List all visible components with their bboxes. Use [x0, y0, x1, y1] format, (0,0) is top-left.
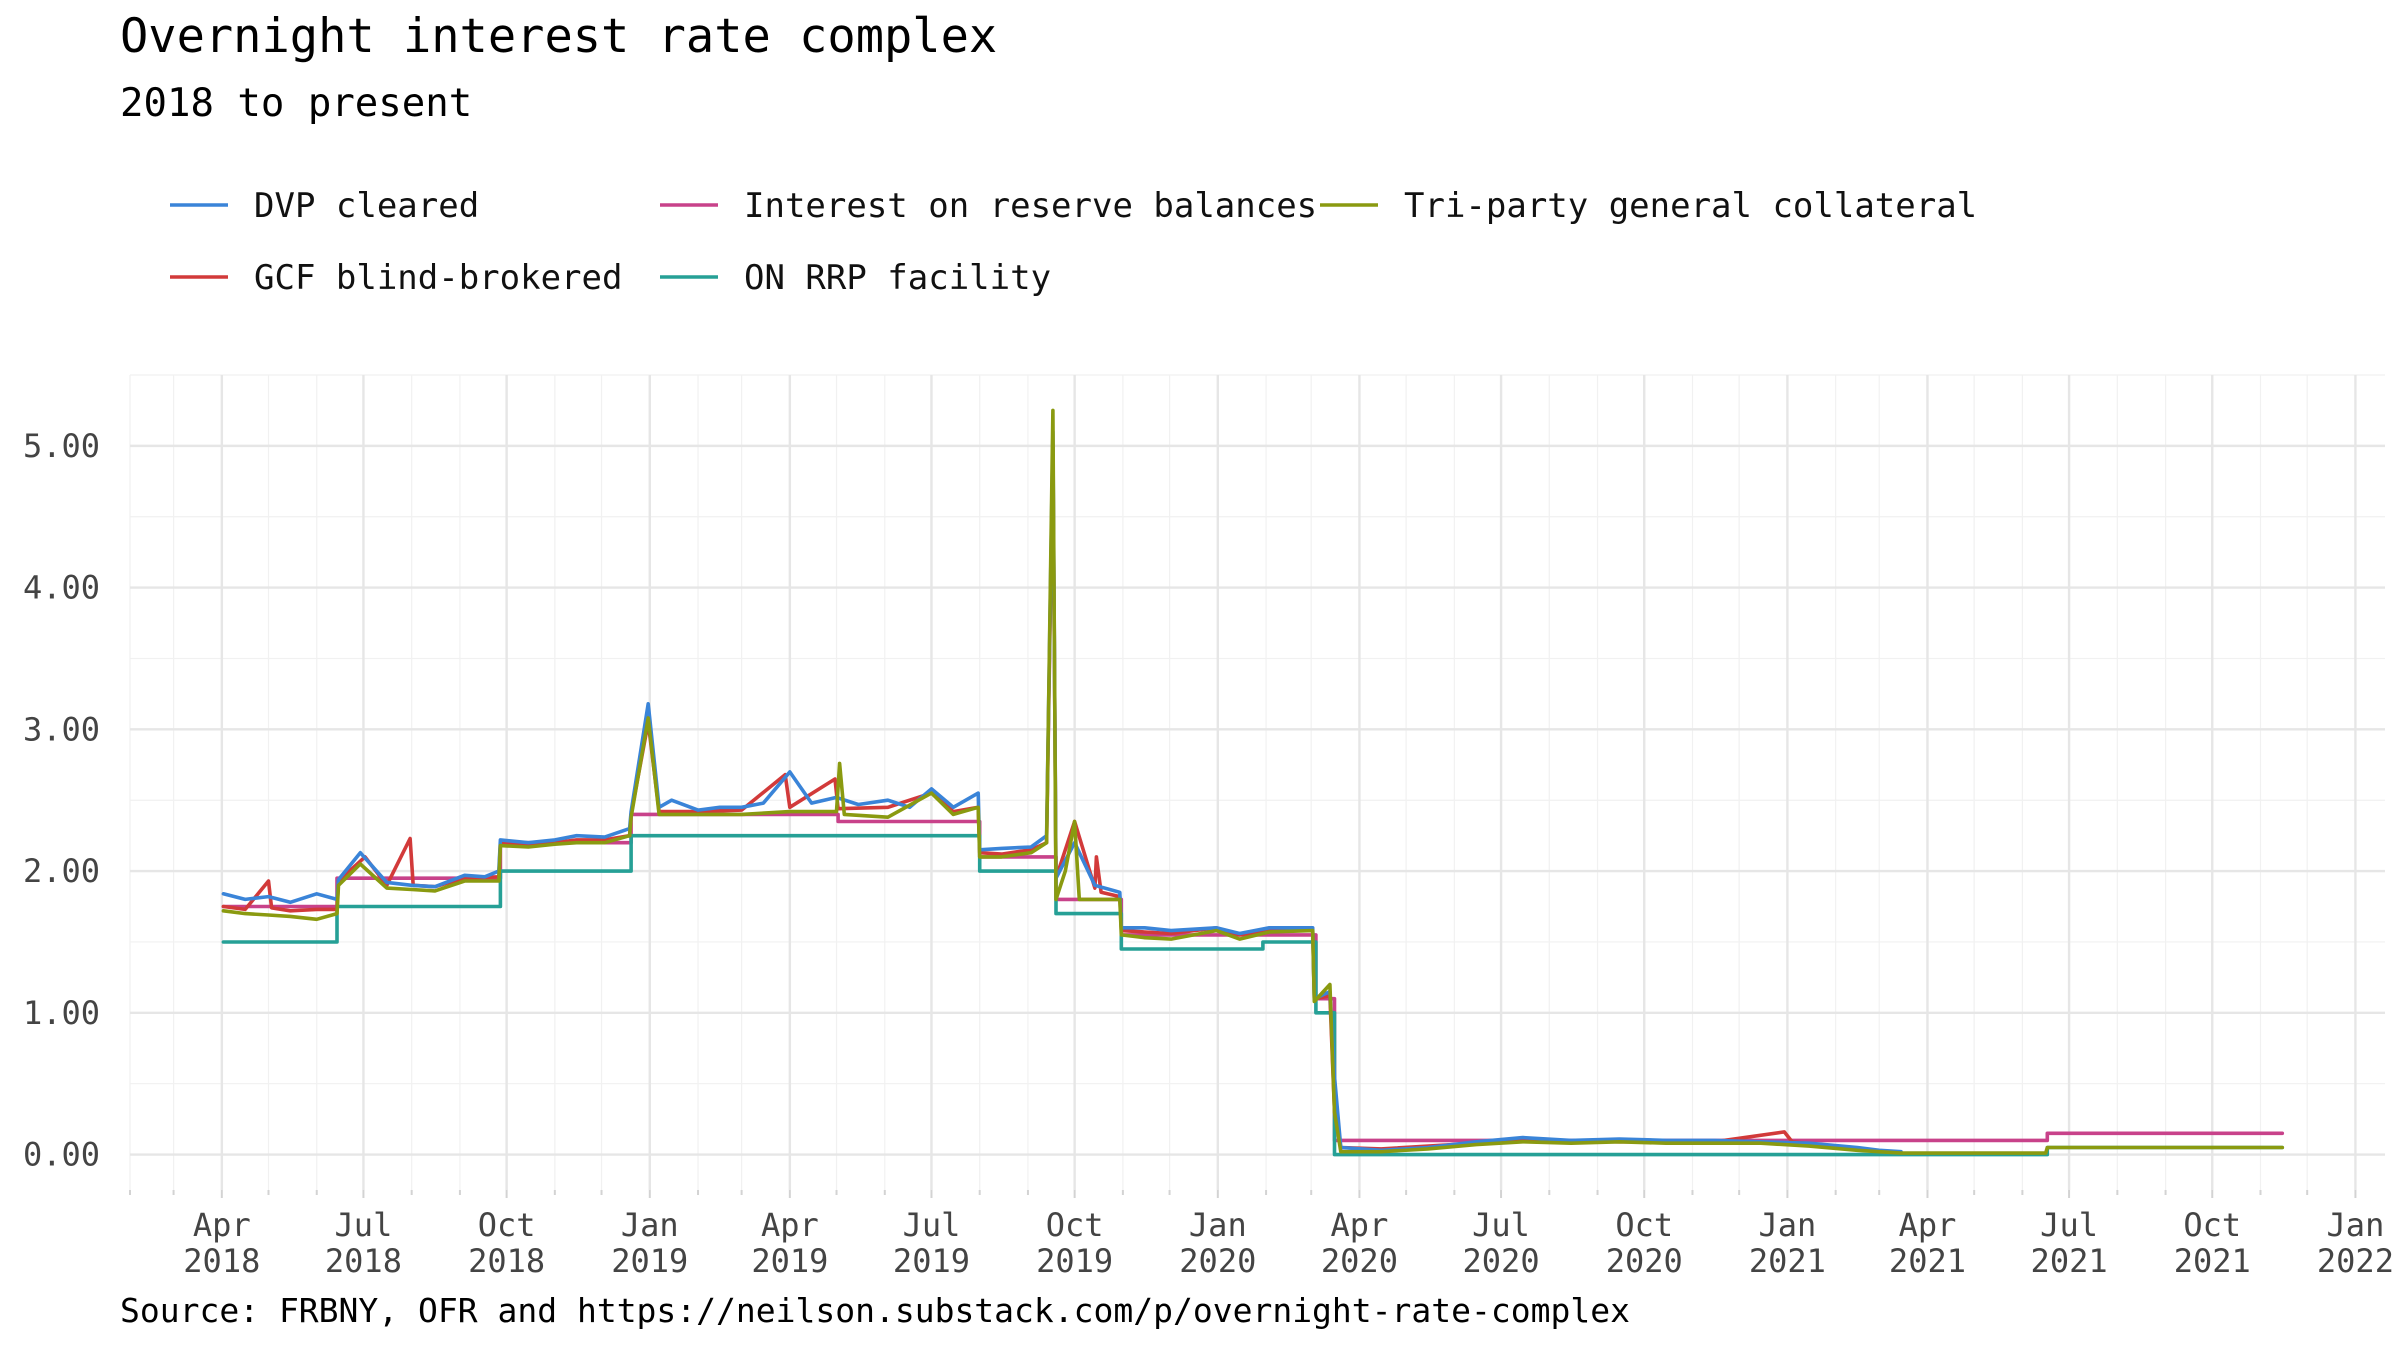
x-tick-month: Apr: [193, 1206, 251, 1244]
x-tick-year: 2020: [1321, 1242, 1398, 1280]
x-tick-year: 2018: [468, 1242, 545, 1280]
legend: DVP cleared Interest on reserve balances T…: [170, 186, 1977, 298]
x-tick-month: Apr: [1899, 1206, 1957, 1244]
x-tick-year: 2020: [1463, 1242, 1540, 1280]
x-tick-month: Oct: [1046, 1206, 1104, 1244]
x-tick-year: 2018: [183, 1242, 260, 1280]
x-tick-month: Jan: [1759, 1206, 1817, 1244]
x-tick-label: Jan 2020: [1179, 1206, 1256, 1280]
x-tick-month: Oct: [1615, 1206, 1673, 1244]
legend-label-dvp-cleared: DVP cleared: [254, 186, 479, 226]
y-axis: 0.00 1.00 2.00 3.00 4.00 5.00: [23, 427, 100, 1174]
plot-series: [221, 408, 2285, 1157]
x-tick-label: Apr 2019: [751, 1206, 828, 1280]
x-tick-year: 2021: [2031, 1242, 2108, 1280]
x-tick-year: 2019: [751, 1242, 828, 1280]
x-tick-label: Jul 2019: [893, 1206, 970, 1280]
x-tick-year: 2019: [893, 1242, 970, 1280]
x-tick-label: Oct 2019: [1036, 1206, 1113, 1280]
legend-label-gcf-blind-brokered: GCF blind-brokered: [254, 258, 622, 298]
x-tick-year: 2020: [1179, 1242, 1256, 1280]
x-tick-year: 2018: [325, 1242, 402, 1280]
series-line-on-rrp-facility: [221, 833, 2285, 1157]
x-tick-label: Oct 2021: [2174, 1206, 2251, 1280]
x-tick-label: Apr 2018: [183, 1206, 260, 1280]
x-tick-month: Jul: [335, 1206, 393, 1244]
y-tick-label: 2.00: [23, 852, 100, 890]
x-tick-month: Oct: [2183, 1206, 2241, 1244]
x-tick-label: Apr 2021: [1889, 1206, 1966, 1280]
chart-subtitle: 2018 to present: [120, 81, 472, 126]
y-tick-label: 1.00: [23, 994, 100, 1032]
series-line-tri-party-general-collateral: [221, 408, 2285, 1155]
series-line-interest-on-reserve-balances: [221, 812, 2285, 1143]
legend-label-on-rrp-facility: ON RRP facility: [744, 258, 1051, 298]
chart-title: Overnight interest rate complex: [120, 9, 997, 64]
x-tick-month: Apr: [761, 1206, 819, 1244]
x-tick-label: Jan 2019: [611, 1206, 688, 1280]
y-tick-label: 5.00: [23, 427, 100, 465]
chart-caption: Source: FRBNY, OFR and https://neilson.s…: [120, 1291, 1630, 1330]
x-tick-year: 2021: [1889, 1242, 1966, 1280]
x-tick-month: Jan: [1189, 1206, 1247, 1244]
legend-label-tri-party-general-collateral: Tri-party general collateral: [1404, 186, 1977, 226]
x-tick-month: Jul: [2040, 1206, 2098, 1244]
x-tick-year: 2021: [2174, 1242, 2251, 1280]
y-tick-label: 4.00: [23, 569, 100, 607]
series-line-dvp-cleared: [221, 429, 1903, 1154]
x-tick-label: Oct 2020: [1606, 1206, 1683, 1280]
x-tick-label: Jan 2021: [1749, 1206, 1826, 1280]
x-tick-year: 2022: [2317, 1242, 2394, 1280]
x-tick-year: 2019: [611, 1242, 688, 1280]
x-tick-month: Jan: [2327, 1206, 2385, 1244]
x-tick-year: 2020: [1606, 1242, 1683, 1280]
x-tick-label: Jul 2021: [2031, 1206, 2108, 1280]
x-tick-month: Oct: [478, 1206, 536, 1244]
x-tick-month: Jul: [1472, 1206, 1530, 1244]
x-tick-label: Jul 2020: [1463, 1206, 1540, 1280]
y-tick-label: 0.00: [23, 1136, 100, 1174]
x-tick-label: Apr 2020: [1321, 1206, 1398, 1280]
x-tick-month: Jan: [621, 1206, 679, 1244]
x-tick-label: Jul 2018: [325, 1206, 402, 1280]
x-tick-year: 2019: [1036, 1242, 1113, 1280]
y-tick-label: 3.00: [23, 710, 100, 748]
x-tick-year: 2021: [1749, 1242, 1826, 1280]
plot-grid: [129, 374, 2385, 1190]
legend-label-interest-on-reserve-balances: Interest on reserve balances: [744, 186, 1317, 226]
x-tick-label: Jan 2022: [2317, 1206, 2394, 1280]
x-tick-month: Apr: [1331, 1206, 1389, 1244]
series-line-gcf-blind-brokered: [221, 444, 1860, 1151]
x-tick-month: Jul: [903, 1206, 961, 1244]
x-tick-label: Oct 2018: [468, 1206, 545, 1280]
